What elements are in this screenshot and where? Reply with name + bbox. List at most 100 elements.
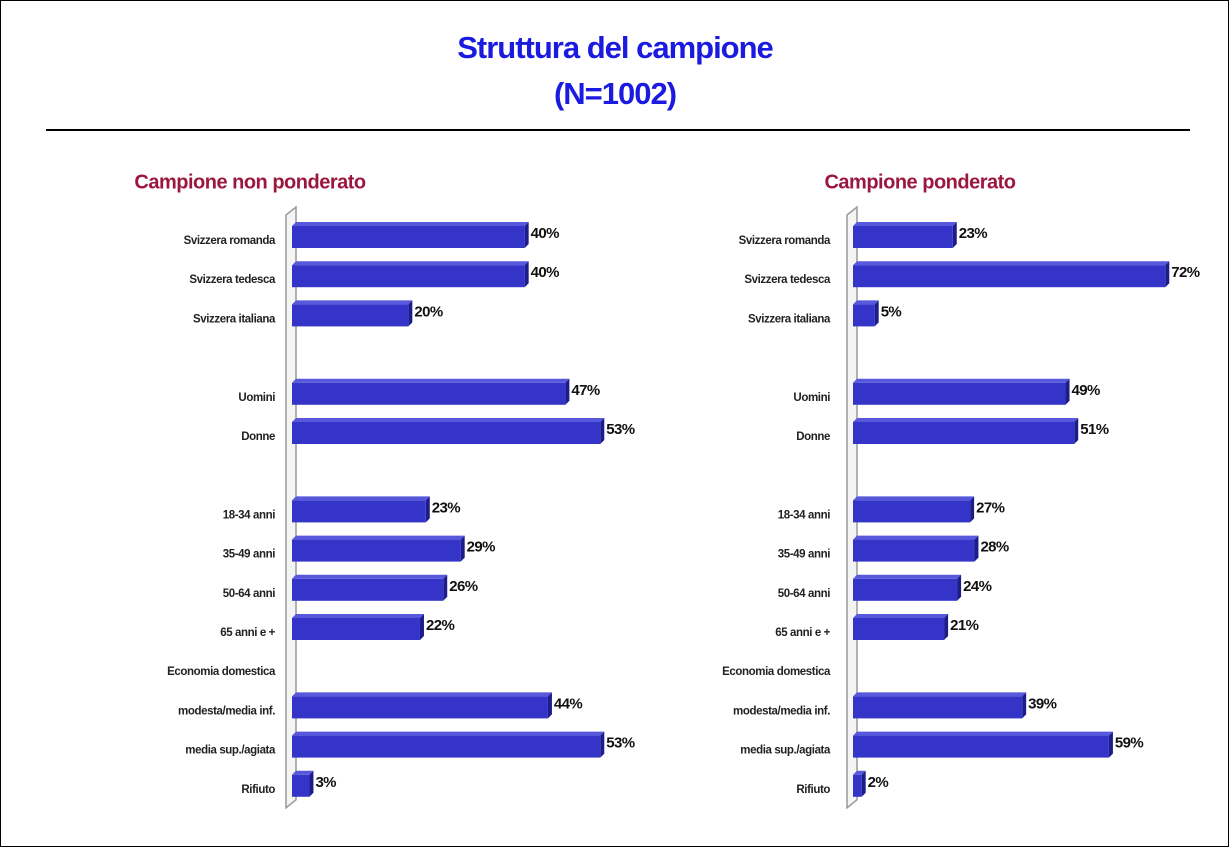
- bar: [853, 226, 953, 248]
- bar: [292, 578, 444, 601]
- bar: [292, 539, 461, 562]
- bar: [292, 422, 601, 444]
- category-label: Uomini: [793, 392, 830, 404]
- bar-side: [547, 692, 552, 719]
- bar-side: [861, 770, 866, 797]
- value-label: 53%: [606, 735, 634, 752]
- bar-side: [524, 261, 529, 288]
- bar-top: [853, 261, 1170, 266]
- bar-top: [853, 378, 1070, 383]
- value-label: 5%: [881, 303, 902, 320]
- value-label: 20%: [414, 303, 442, 320]
- axis-wall: [285, 205, 297, 810]
- bar-top: [292, 300, 413, 305]
- bar-side: [443, 574, 448, 601]
- bar: [292, 500, 426, 523]
- bar: [292, 774, 310, 797]
- bar: [853, 382, 1066, 405]
- bar: [292, 696, 548, 719]
- bar-side: [600, 418, 605, 444]
- value-label: 27%: [976, 499, 1004, 516]
- bar-side: [1074, 418, 1079, 444]
- category-label: Svizzera italiana: [748, 313, 831, 325]
- category-label: 18-34 anni: [778, 509, 830, 521]
- value-label: 40%: [531, 225, 559, 242]
- bar-side: [600, 731, 605, 758]
- bar-top: [292, 378, 570, 383]
- category-label: Svizzera romanda: [184, 235, 276, 247]
- bar: [853, 539, 975, 562]
- bar-side: [460, 535, 465, 562]
- bar-side: [309, 770, 314, 797]
- bar: [853, 265, 1166, 288]
- category-label: Svizzera tedesca: [744, 274, 831, 286]
- bar: [853, 578, 958, 601]
- bar-side: [408, 300, 413, 327]
- bar-top: [292, 770, 314, 775]
- bar-top: [292, 535, 465, 540]
- value-label: 26%: [449, 578, 477, 595]
- bar-top: [292, 731, 605, 736]
- bar-side: [1108, 731, 1113, 758]
- category-label: Svizzera tedesca: [189, 274, 276, 286]
- bar-side: [419, 614, 424, 640]
- bar: [853, 774, 862, 797]
- bar-top: [853, 770, 866, 775]
- category-label: Donne: [796, 431, 830, 443]
- bar: [853, 696, 1023, 719]
- category-label: 50-64 anni: [778, 588, 830, 600]
- bar-top: [853, 496, 975, 501]
- axis-wall: [846, 205, 858, 810]
- category-label: 50-64 anni: [223, 588, 275, 600]
- bar-top: [853, 418, 1079, 422]
- bar-top: [853, 692, 1027, 697]
- bar: [853, 422, 1075, 444]
- value-label: 59%: [1115, 735, 1143, 752]
- bar-top: [853, 222, 957, 226]
- bar-top: [292, 614, 424, 618]
- bar: [853, 304, 875, 327]
- bar: [853, 500, 971, 523]
- value-label: 40%: [531, 264, 559, 281]
- bar-top: [292, 261, 529, 266]
- bar-top: [853, 731, 1113, 736]
- page-title: Struttura del campione: [457, 30, 773, 65]
- bar-side: [974, 535, 979, 562]
- bar-side: [952, 222, 957, 248]
- category-label: 18-34 anni: [223, 509, 275, 521]
- bar-side: [970, 496, 975, 523]
- bar-top: [292, 692, 552, 697]
- bar-side: [1165, 261, 1170, 288]
- category-label: Economia domestica: [722, 666, 831, 678]
- value-label: 49%: [1072, 382, 1100, 399]
- category-label: Svizzera italiana: [193, 313, 276, 325]
- bar-top: [853, 300, 879, 305]
- category-label: Donne: [241, 431, 275, 443]
- category-label: Rifiuto: [796, 784, 830, 796]
- category-label: Uomini: [238, 392, 275, 404]
- value-label: 2%: [868, 774, 889, 791]
- bar-top: [853, 574, 962, 579]
- bar: [853, 735, 1109, 758]
- bar: [292, 735, 601, 758]
- bar-side: [524, 222, 529, 248]
- category-label: 35-49 anni: [778, 549, 830, 561]
- category-label: modesta/media inf.: [733, 705, 830, 717]
- category-label: Svizzera romanda: [739, 235, 831, 247]
- category-label: 65 anni e +: [775, 627, 830, 639]
- bar-top: [853, 535, 979, 540]
- bar-top: [292, 496, 430, 501]
- category-label: media sup./agiata: [740, 745, 831, 757]
- bar: [292, 304, 409, 327]
- bar: [853, 618, 945, 640]
- value-label: 44%: [554, 695, 582, 712]
- bar-top: [292, 574, 448, 579]
- value-label: 24%: [963, 578, 991, 595]
- bar-side: [425, 496, 430, 523]
- value-label: 53%: [606, 421, 634, 438]
- page-subtitle: (N=1002): [554, 76, 676, 111]
- bar-side: [1022, 692, 1027, 719]
- bar: [292, 265, 525, 288]
- category-label: modesta/media inf.: [178, 705, 275, 717]
